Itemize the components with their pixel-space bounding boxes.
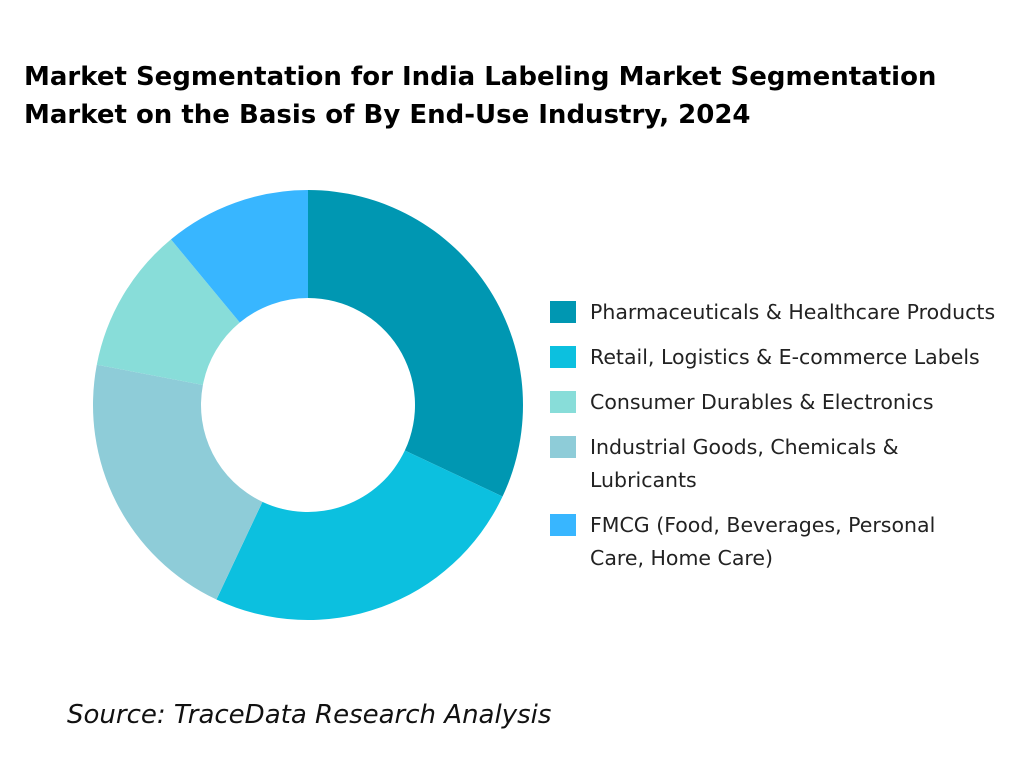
source-note: Source: TraceData Research Analysis [67, 700, 552, 730]
legend-item: Industrial Goods, Chemicals & Lubricants [550, 431, 1024, 497]
donut-slice-1 [216, 450, 503, 620]
donut-slice-0 [308, 190, 523, 497]
legend-swatch [550, 391, 576, 413]
donut-slice-4 [170, 190, 308, 323]
legend-label: FMCG (Food, Beverages, Personal Care, Ho… [590, 513, 936, 570]
legend-swatch [550, 346, 576, 368]
legend-label: Pharmaceuticals & Healthcare Products [590, 300, 996, 324]
legend-swatch [550, 514, 576, 536]
legend-label: Consumer Durables & Electronics [590, 390, 934, 414]
legend-item: FMCG (Food, Beverages, Personal Care, Ho… [550, 509, 1024, 575]
legend-swatch [550, 436, 576, 458]
legend: Pharmaceuticals & Healthcare Products Ret… [550, 296, 1024, 587]
legend-item: Consumer Durables & Electronics [550, 386, 1024, 419]
chart-title: Market Segmentation for India Labeling M… [24, 62, 937, 130]
legend-label: Industrial Goods, Chemicals & Lubricants [590, 435, 899, 492]
legend-item: Pharmaceuticals & Healthcare Products [550, 296, 1024, 329]
legend-swatch [550, 301, 576, 323]
donut-slice-3 [96, 239, 240, 385]
donut-slice-2 [93, 364, 263, 600]
legend-label: Retail, Logistics & E-commerce Labels [590, 345, 980, 369]
legend-item: Retail, Logistics & E-commerce Labels [550, 341, 1024, 374]
